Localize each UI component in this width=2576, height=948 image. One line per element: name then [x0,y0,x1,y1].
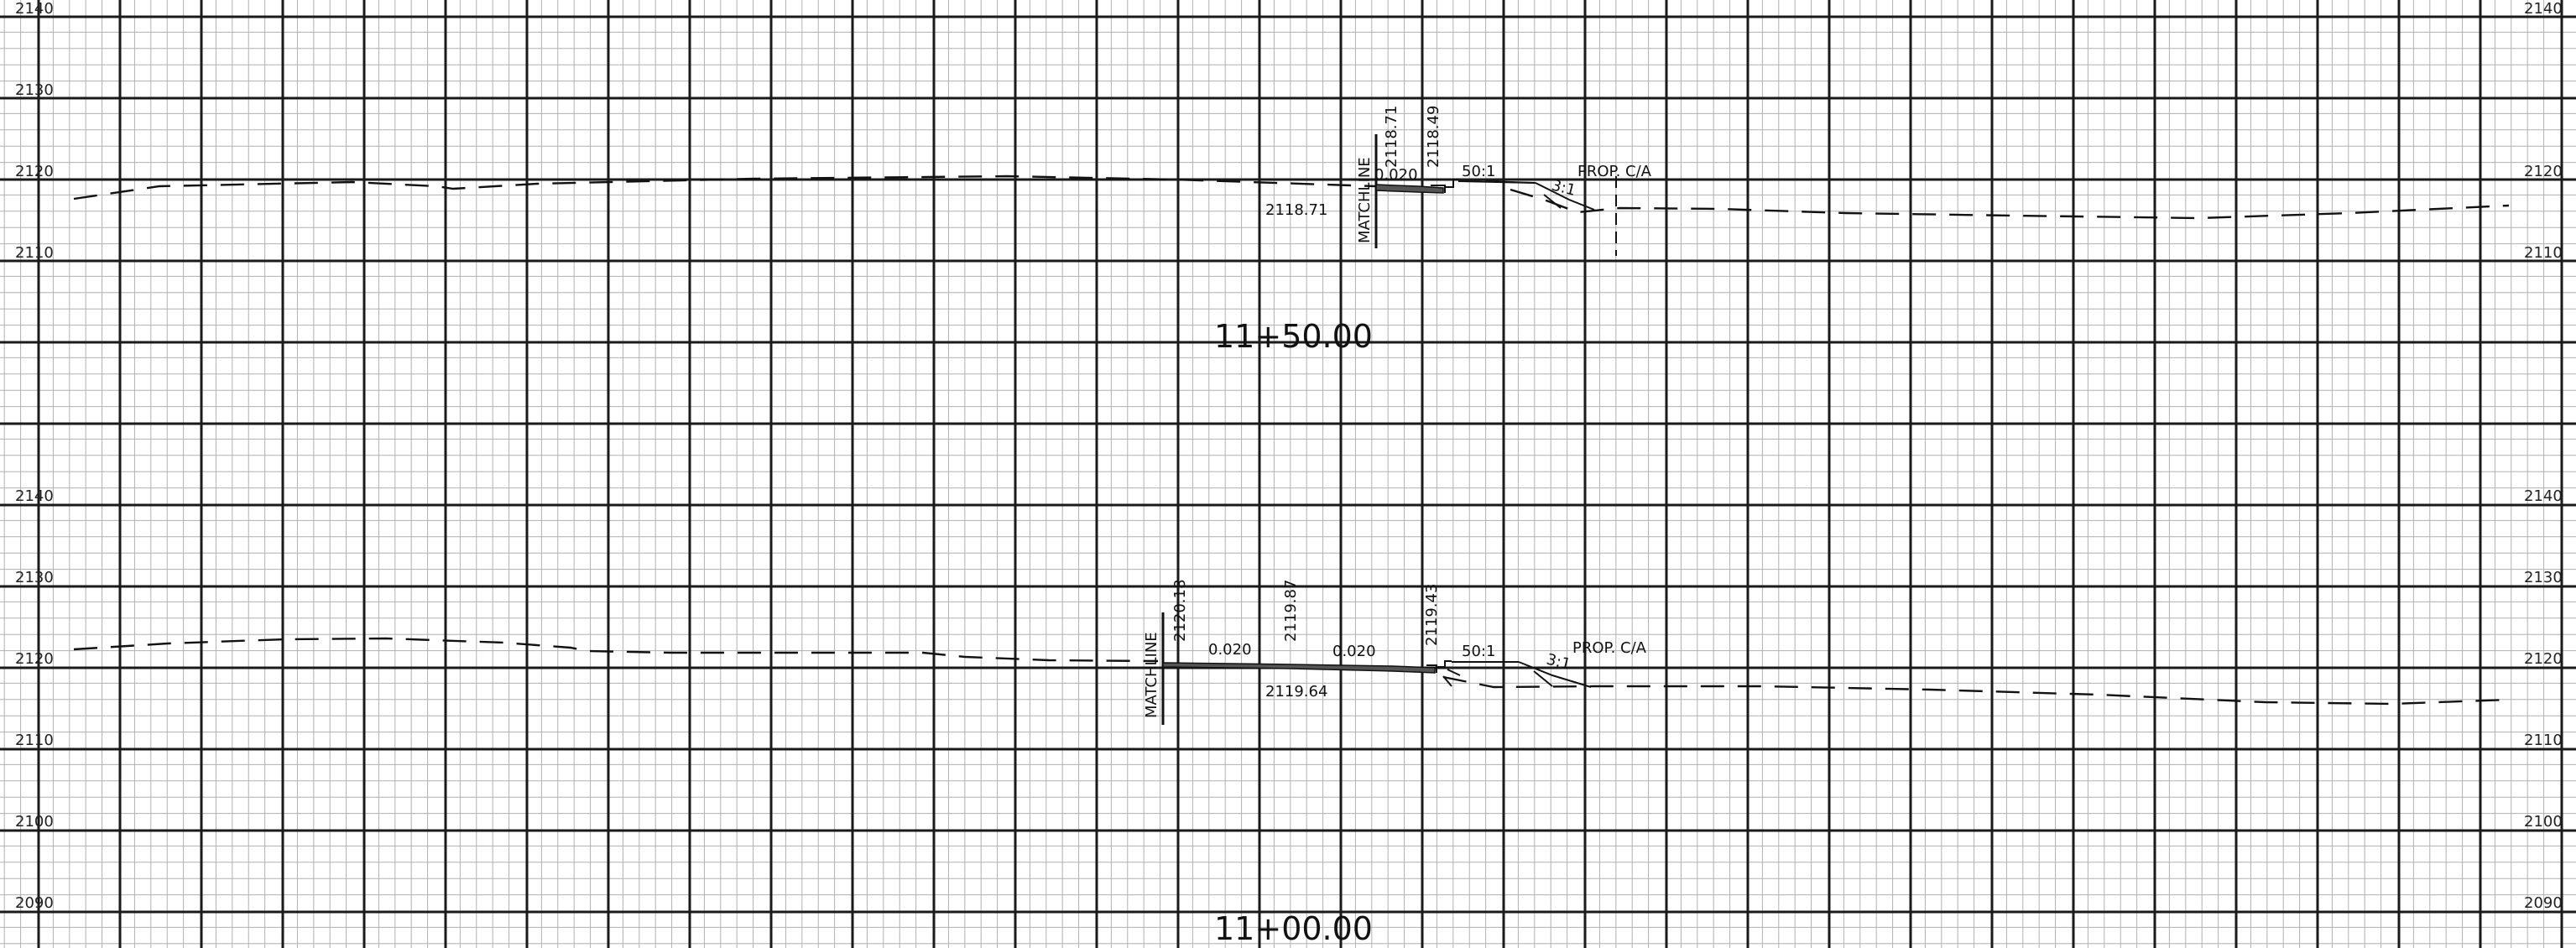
section-lower: 2140 2130 2120 2110 2100 2090 2140 2130 … [15,487,2563,947]
elev-label-left: 2140 [15,0,54,18]
matchline-label: MATCHLINE [1356,157,1374,243]
station-label: 11+50.00 [1214,318,1373,355]
elev-label-left: 2120 [15,163,54,180]
elev-label-left: 2130 [15,81,54,99]
station-label: 11+00.00 [1214,910,1373,947]
prop-ca-label: PROP. C/A [1572,639,1647,657]
grade-elev-top-1: 2118.71 [1383,106,1400,168]
elev-label-left: 2130 [15,569,54,586]
existing-ground-line [73,174,2510,220]
section-upper: 2140 2130 2120 2110 2140 2120 2110 MATCH… [15,0,2563,355]
curb-gutter [1431,179,1458,193]
prop-ca-label: PROP. C/A [1577,163,1652,180]
grade-elev-top-1: 2120.18 [1171,580,1189,642]
elev-label-right: 2120 [2524,163,2563,180]
pavement-section [1162,662,1436,674]
side-slope-leader [1533,670,1553,687]
side-slope-label: 3:1 [1545,650,1572,673]
elev-label-right: 2140 [2524,0,2563,18]
elev-label-right: 2130 [2524,569,2563,586]
matchline-label: MATCHLINE [1143,632,1160,718]
cross-slope-label: 0.020 [1208,641,1252,659]
side-slope-leader [1543,194,1562,209]
elev-label-left: 2140 [15,487,54,505]
elev-label-left: 2110 [15,732,54,749]
grade-elev-top-2: 2119.87 [1282,580,1300,642]
elev-label-right: 2090 [2524,894,2563,912]
grade-elev-top-3: 2119.43 [1423,584,1441,646]
pavement-section [1375,184,1444,194]
existing-ground-line [73,637,2510,706]
side-slope-3-1 [1518,661,1592,688]
cross-slope-label: 0.020 [1374,166,1418,184]
elev-label-right: 2140 [2524,487,2563,505]
slope-ratio-label: 50:1 [1462,163,1495,180]
slope-line-50-1 [1484,180,1536,184]
elev-label-right: 2100 [2524,813,2563,831]
elev-label-right: 2110 [2524,244,2563,262]
curb-gutter [1426,660,1452,673]
side-slope-3-1 [1535,182,1595,211]
elev-label-left: 2120 [15,650,54,668]
grade-elev-bottom: 2118.71 [1265,201,1327,219]
elev-label-right: 2110 [2524,732,2563,749]
grade-elev-bottom: 2119.64 [1265,683,1327,701]
slope-tick [1442,669,1461,687]
grade-elev-top-2: 2118.49 [1425,106,1442,168]
elev-label-left: 2100 [15,813,54,831]
elev-label-right: 2120 [2524,650,2563,668]
slope-ratio-label: 50:1 [1462,643,1495,660]
cross-slope-label: 0.020 [1332,643,1376,660]
elev-label-left: 2090 [15,894,54,912]
elev-label-left: 2110 [15,244,54,262]
